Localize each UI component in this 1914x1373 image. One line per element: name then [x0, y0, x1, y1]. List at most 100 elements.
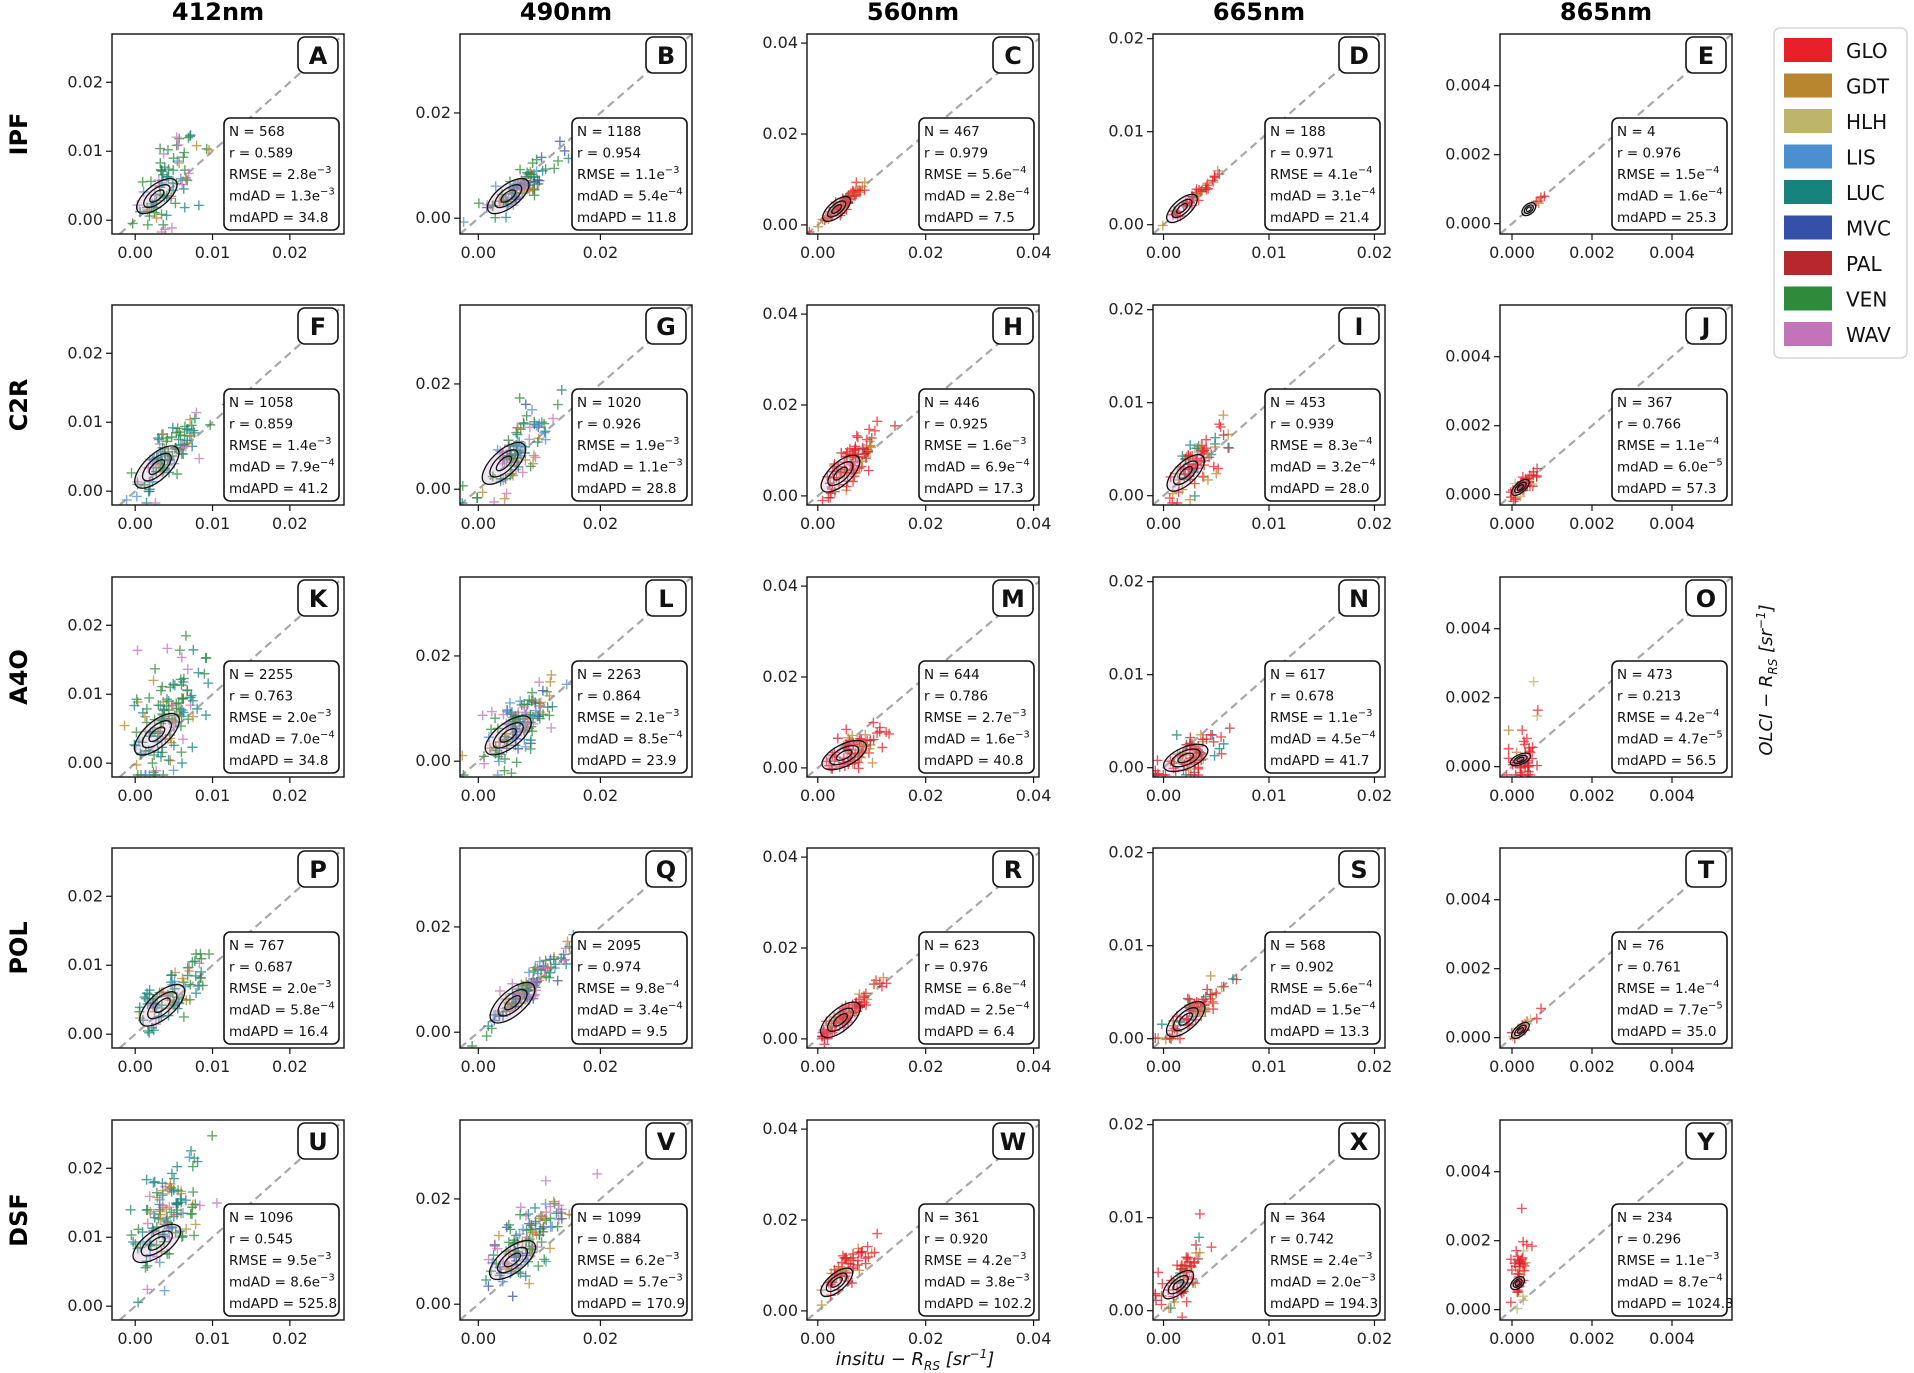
- plot-frame: [111, 1119, 345, 1321]
- x-tick-label: 0.01: [1251, 243, 1287, 262]
- panel-letter-box: [297, 1122, 339, 1160]
- stat-rmse: RMSE = 1.4e−4: [1617, 979, 1720, 997]
- data-point-marker: [196, 966, 207, 977]
- stat-rmse: RMSE = 1.1e−3: [1617, 1251, 1720, 1269]
- y-tick-label: 0.000: [1445, 485, 1491, 504]
- stat-r: r = 0.763: [229, 689, 293, 705]
- density-contour: [504, 995, 521, 1011]
- data-point-marker: [170, 198, 181, 209]
- y-tick-label: 0.02: [1108, 572, 1144, 591]
- data-point-marker: [530, 705, 541, 716]
- x-tick-label: 0.004: [1649, 1329, 1695, 1348]
- x-tick-label: 0.02: [583, 243, 619, 262]
- density-contour: [826, 200, 847, 218]
- stat-n: N = 568: [229, 124, 285, 140]
- y-tick-label: 0.00: [67, 481, 103, 500]
- data-point-marker: [479, 758, 490, 769]
- density-contour: [494, 184, 523, 209]
- plot-frame: [1499, 304, 1733, 506]
- data-point-marker: [874, 722, 885, 733]
- density-contour: [139, 983, 186, 1027]
- data-point-marker: [125, 1204, 136, 1215]
- panel-letter: G: [656, 313, 676, 341]
- data-point-marker: [545, 1213, 556, 1224]
- stat-r: r = 0.766: [1617, 417, 1681, 433]
- density-contour: [830, 1276, 843, 1288]
- data-point-marker: [155, 165, 166, 176]
- stat-n: N = 1188: [577, 124, 641, 140]
- stat-mdad: mdAD = 2.8e−4: [924, 187, 1030, 205]
- stat-rmse: RMSE = 4.1e−4: [1270, 165, 1373, 183]
- data-point-marker: [151, 466, 162, 477]
- data-point-marker: [186, 690, 197, 701]
- data-point-marker: [189, 1230, 200, 1241]
- panel-letter-box: [1685, 850, 1727, 888]
- data-point-marker: [519, 734, 530, 745]
- x-tick-label: 0.02: [1357, 786, 1393, 805]
- stats-box: [1611, 388, 1728, 502]
- panel-K: 0.00 0.01 0.02 0.00 0.01 0.02 K N = 2255 r = 0.7…: [67, 576, 345, 805]
- data-point-marker: [189, 1153, 200, 1164]
- data-point-marker: [1205, 970, 1216, 981]
- data-point-marker: [1506, 1254, 1516, 1265]
- stat-rmse: RMSE = 1.1e−3: [1270, 708, 1373, 726]
- panel-Y: 0.000 0.002 0.004 0.000 0.002 0.004 Y N = 234 r …: [1445, 1119, 1734, 1348]
- y-tick-label: 0.02: [67, 343, 103, 362]
- data-point-marker: [527, 158, 538, 169]
- density-contour: [1177, 752, 1195, 764]
- data-point-marker: [1194, 1208, 1205, 1219]
- x-tick-label: 0.004: [1649, 786, 1695, 805]
- stat-n: N = 1096: [229, 1210, 293, 1226]
- data-point-marker: [174, 645, 185, 656]
- panel-letter: P: [309, 856, 327, 884]
- data-point-marker: [519, 702, 530, 713]
- legend-label-gdt: GDT: [1846, 75, 1890, 99]
- data-point-marker: [517, 181, 528, 192]
- panel-J: 0.000 0.002 0.004 0.000 0.002 0.004 J N = 367 r …: [1445, 304, 1733, 533]
- data-point-marker: [1157, 220, 1168, 231]
- data-point-marker: [533, 711, 544, 722]
- data-point-marker: [516, 988, 527, 999]
- data-point-marker: [841, 724, 852, 735]
- stat-mdapd: mdAPD = 9.5: [577, 1024, 668, 1040]
- legend-label-lis: LIS: [1846, 146, 1876, 170]
- x-tick-label: 0.01: [195, 514, 231, 533]
- density-contour: [495, 455, 513, 472]
- data-point-marker: [523, 1209, 534, 1220]
- stat-mdapd: mdAPD = 28.8: [577, 481, 676, 497]
- column-title-665nm: 665nm: [1213, 0, 1305, 26]
- data-point-marker: [191, 949, 202, 960]
- data-point-marker: [171, 132, 182, 143]
- stat-rmse: RMSE = 4.2e−4: [1617, 708, 1720, 726]
- data-point-marker: [477, 487, 488, 498]
- plot-frame: [111, 576, 345, 778]
- legend-swatch-wav: [1784, 322, 1832, 346]
- stat-rmse: RMSE = 6.2e−3: [577, 1251, 680, 1269]
- stat-n: N = 361: [924, 1210, 980, 1226]
- panel-D: 0.00 0.01 0.02 0.00 0.01 0.02 D N = 188 r = 0.97…: [1108, 29, 1392, 262]
- panel-letter: R: [1004, 856, 1022, 884]
- density-contour: [1175, 202, 1189, 215]
- stat-rmse: RMSE = 5.6e−4: [924, 165, 1027, 183]
- data-point-marker: [541, 686, 552, 697]
- stat-r: r = 0.296: [1617, 1232, 1681, 1248]
- data-point-marker: [158, 219, 169, 230]
- stat-mdapd: mdAPD = 23.9: [577, 753, 676, 769]
- data-point-marker: [848, 1262, 859, 1273]
- data-point-marker: [176, 693, 187, 704]
- data-point-marker: [1153, 1267, 1164, 1278]
- data-point-marker: [144, 1027, 155, 1038]
- y-tick-label: 0.00: [415, 751, 451, 770]
- stat-mdad: mdAD = 5.4e−4: [577, 187, 683, 205]
- data-point-marker: [133, 1224, 144, 1235]
- data-point-marker: [144, 692, 155, 703]
- panel-W: 0.00 0.02 0.04 0.00 0.02 0.04 W N = 361 r = 0.92…: [762, 1119, 1051, 1348]
- data-point-marker: [204, 144, 215, 155]
- data-point-marker: [843, 1258, 854, 1269]
- plot-frame: [111, 847, 345, 1049]
- data-point-marker: [163, 696, 174, 707]
- stat-n: N = 76: [1617, 938, 1664, 954]
- density-contour: [1516, 756, 1525, 763]
- data-point-marker: [190, 1219, 201, 1230]
- y-tick-label: 0.00: [415, 479, 451, 498]
